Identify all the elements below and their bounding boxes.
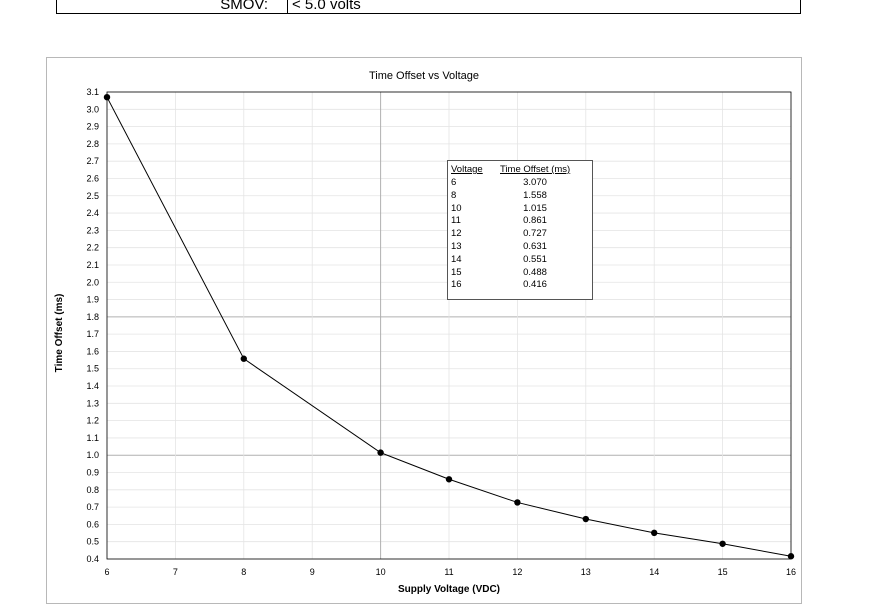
y-tick-label: 2.3 <box>86 225 99 235</box>
y-tick-label: 1.4 <box>86 381 99 391</box>
inset-voltage-cell: 14 <box>451 253 462 265</box>
inset-time-column: 3.070 1.558 1.015 0.861 0.727 0.631 0.551 0.488… <box>505 177 565 292</box>
inset-voltage-cell: 15 <box>451 266 462 278</box>
y-tick-label: 0.6 <box>86 519 99 529</box>
y-tick-label: 0.5 <box>86 537 99 547</box>
data-inset-table: Voltage Time Offset (ms) 6 8 10 11 12 13 14 15 1… <box>447 160 593 300</box>
x-tick-label: 7 <box>173 567 178 577</box>
x-tick-label: 9 <box>310 567 315 577</box>
y-tick-label: 2.7 <box>86 156 99 166</box>
y-tick-label: 1.8 <box>86 312 99 322</box>
y-tick-label: 1.0 <box>86 450 99 460</box>
y-tick-label: 2.4 <box>86 208 99 218</box>
y-tick-label: 1.3 <box>86 398 99 408</box>
inset-voltage-cell: 16 <box>451 279 462 291</box>
data-point <box>651 529 658 537</box>
inset-header-voltage: Voltage <box>451 164 483 175</box>
x-tick-label: 15 <box>718 567 728 577</box>
y-tick-label: 0.4 <box>86 554 99 564</box>
inset-time-cell: 0.631 <box>523 240 547 252</box>
x-tick-label: 10 <box>376 567 386 577</box>
data-point <box>582 515 589 523</box>
y-tick-label: 2.1 <box>86 260 99 270</box>
y-tick-label: 2.8 <box>86 139 99 149</box>
y-tick-label: 0.7 <box>86 502 99 512</box>
y-tick-label: 1.5 <box>86 364 99 374</box>
y-axis-title: Time Offset (ms) <box>54 294 65 373</box>
y-tick-label: 1.7 <box>86 329 99 339</box>
data-point <box>514 499 521 506</box>
inset-header-time-offset: Time Offset (ms) <box>500 164 571 175</box>
y-tick-label: 2.9 <box>86 122 99 132</box>
inset-voltage-cell: 6 <box>451 177 457 188</box>
x-tick-label: 14 <box>649 567 659 577</box>
y-tick-label: 1.2 <box>86 416 99 426</box>
x-tick-label: 12 <box>512 567 522 577</box>
x-tick-label: 8 <box>241 567 246 577</box>
data-point <box>719 540 726 547</box>
table-divider <box>287 0 288 13</box>
inset-voltage-column: 6 8 10 11 12 13 14 15 16 <box>451 177 462 292</box>
smov-value: < 5.0 volts <box>292 0 361 13</box>
inset-time-cell: 0.551 <box>523 253 547 265</box>
inset-voltage-cell: 11 <box>451 215 461 227</box>
top-table-fragment: SMOV: < 5.0 volts <box>56 0 801 14</box>
y-tick-label: 2.0 <box>86 277 99 287</box>
inset-time-cell: 0.861 <box>523 215 547 227</box>
data-point <box>240 355 247 362</box>
smov-label: SMOV: <box>220 0 268 13</box>
inset-time-cell: 1.015 <box>523 202 547 214</box>
y-tick-label: 2.6 <box>86 173 99 183</box>
y-tick-label: 1.1 <box>86 433 99 443</box>
chart-frame <box>46 57 802 604</box>
y-tick-label: 2.2 <box>86 243 99 253</box>
data-point <box>787 553 795 560</box>
data-point <box>377 449 384 456</box>
x-axis-title: Supply Voltage (VDC) <box>398 584 500 595</box>
inset-voltage-cell: 12 <box>451 228 462 240</box>
plot-area <box>106 91 792 560</box>
y-tick-label: 2.5 <box>86 191 99 201</box>
x-tick-label: 16 <box>786 567 796 577</box>
y-tick-label: 1.6 <box>86 346 99 356</box>
inset-voltage-cell: 8 <box>451 189 457 201</box>
data-point <box>445 476 453 483</box>
inset-time-cell: 3.070 <box>523 177 547 188</box>
y-tick-label: 1.9 <box>86 295 99 305</box>
inset-voltage-cell: 10 <box>451 202 462 214</box>
series <box>103 93 795 560</box>
inset-time-cell: 0.488 <box>523 266 547 278</box>
x-axis-ticks: 6 7 8 9 10 11 12 13 14 15 16 <box>104 567 796 577</box>
x-tick-label: 11 <box>444 567 453 577</box>
y-axis-ticks: 0.4 0.5 0.6 0.7 0.8 0.9 1.0 1.1 1.2 1.3 1.4 1.5 1.6 1… <box>86 87 99 564</box>
chart-title: Time Offset vs Voltage <box>369 70 479 82</box>
inset-time-cell: 0.727 <box>523 228 547 240</box>
inset-voltage-cell: 13 <box>451 240 462 252</box>
x-tick-label: 13 <box>581 567 591 577</box>
inset-time-cell: 1.558 <box>523 189 547 201</box>
y-tick-label: 0.9 <box>86 468 99 478</box>
data-point <box>103 93 111 101</box>
y-tick-label: 3.1 <box>86 87 99 97</box>
inset-time-cell: 0.416 <box>523 279 547 291</box>
y-tick-label: 3.0 <box>86 104 99 114</box>
x-tick-label: 6 <box>104 567 109 577</box>
y-tick-label: 0.8 <box>86 485 99 495</box>
